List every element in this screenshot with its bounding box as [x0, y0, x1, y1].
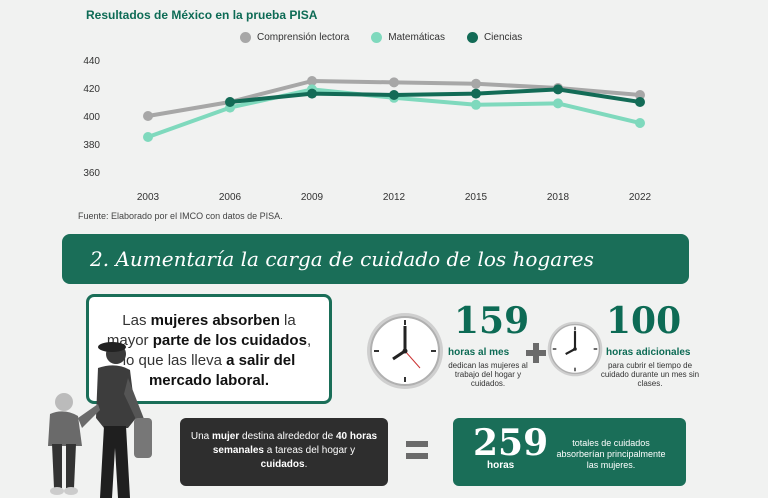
data-point — [553, 98, 563, 109]
text-span: destina alrededor de — [239, 431, 336, 442]
bold-text: cuidados — [260, 459, 305, 470]
equals-icon — [406, 441, 428, 459]
chart-source: Fuente: Elaborado por el IMCO con datos … — [78, 211, 283, 221]
mother-child-photo — [48, 342, 152, 498]
bold-text: parte de los cuidados — [152, 332, 307, 349]
data-point — [389, 77, 399, 88]
chart-title: Resultados de México en la prueba PISA — [86, 8, 318, 22]
bold-text: 40 horas semanales — [212, 431, 378, 456]
line-chart: 360 380 400 420 440 2003 2006 2009 2012 2015 2018 2… — [83, 56, 652, 203]
stat-100-unit: horas adicionales — [606, 347, 691, 358]
text-span: Una — [190, 431, 212, 442]
section-title: 2. Aumentaría la carga de cuidado de los… — [90, 247, 594, 271]
text-span: a tareas del hogar y — [263, 445, 356, 456]
legend-label: Comprensión lectora — [257, 32, 350, 43]
bold-text: mujeres absorben — [150, 312, 280, 329]
data-point — [143, 132, 153, 142]
text-span: . — [304, 459, 308, 470]
legend-dot-icon — [466, 32, 478, 43]
legend-item-matematicas: Matemáticas — [371, 32, 445, 43]
data-point — [635, 97, 645, 107]
legend-label: Matemáticas — [388, 32, 445, 43]
x-tick-label: 2006 — [219, 192, 242, 203]
data-point — [471, 78, 481, 89]
data-point — [635, 90, 645, 100]
chart-legend: Comprensión lectora Matemáticas Ciencias — [240, 32, 522, 43]
x-tick-label: 2012 — [383, 192, 406, 203]
legend-item-lectora: Comprensión lectora — [240, 32, 349, 43]
stat-100-desc: para cubrir el tiempo de cuidado durante… — [600, 361, 700, 388]
x-tick-label: 2015 — [465, 192, 488, 203]
total-desc: totales de cuidados absorberían principa… — [556, 438, 666, 470]
data-point — [635, 118, 645, 128]
y-tick-label: 440 — [83, 56, 100, 67]
y-tick-label: 400 — [83, 112, 100, 123]
text-span: , lo que las lleva — [122, 332, 312, 369]
women-care-box: Las mujeres absorben la mayor parte de l… — [86, 294, 332, 404]
data-point — [143, 111, 153, 121]
y-tick-label: 360 — [83, 168, 100, 179]
bold-text: a salir del mercado laboral. — [148, 352, 296, 389]
stat-159-unit: horas al mes — [448, 347, 510, 358]
stat-159-number: 159 — [454, 300, 530, 342]
legend-dot-icon — [371, 32, 383, 43]
y-tick-label: 420 — [83, 84, 100, 95]
x-tick-label: 2018 — [547, 192, 570, 203]
plus-icon — [526, 343, 546, 363]
data-point — [471, 99, 481, 110]
x-tick-label: 2003 — [137, 192, 160, 203]
data-point — [225, 97, 235, 107]
data-point — [471, 88, 481, 99]
series-line-2 — [229, 87, 641, 104]
data-point — [307, 88, 317, 99]
data-point — [389, 90, 399, 100]
legend-label: Ciencias — [483, 32, 523, 43]
total-unit: horas — [487, 460, 515, 471]
data-point — [307, 76, 317, 86]
data-point — [553, 84, 563, 95]
stat-100-number: 100 — [606, 300, 682, 342]
text-span: Las — [122, 312, 151, 329]
x-tick-label: 2022 — [629, 192, 652, 203]
total-number: 259 — [473, 422, 549, 464]
total-hours-box: 259 horas totales de cuidados absorbería… — [453, 418, 686, 486]
legend-item-ciencias: Ciencias — [466, 32, 523, 43]
section-banner: 2. Aumentaría la carga de cuidado de los… — [62, 234, 689, 284]
legend-dot-icon — [240, 32, 251, 43]
stat-159-desc: dedican las mujeres al trabajo del hogar… — [448, 361, 528, 388]
y-tick-label: 380 — [83, 140, 100, 151]
clock-icon — [547, 321, 603, 377]
bold-text: mujer — [212, 431, 240, 442]
x-tick-label: 2009 — [301, 192, 324, 203]
weekly-hours-box: Una mujer destina alrededor de 40 horas … — [180, 418, 388, 486]
clock-icon — [367, 313, 443, 389]
